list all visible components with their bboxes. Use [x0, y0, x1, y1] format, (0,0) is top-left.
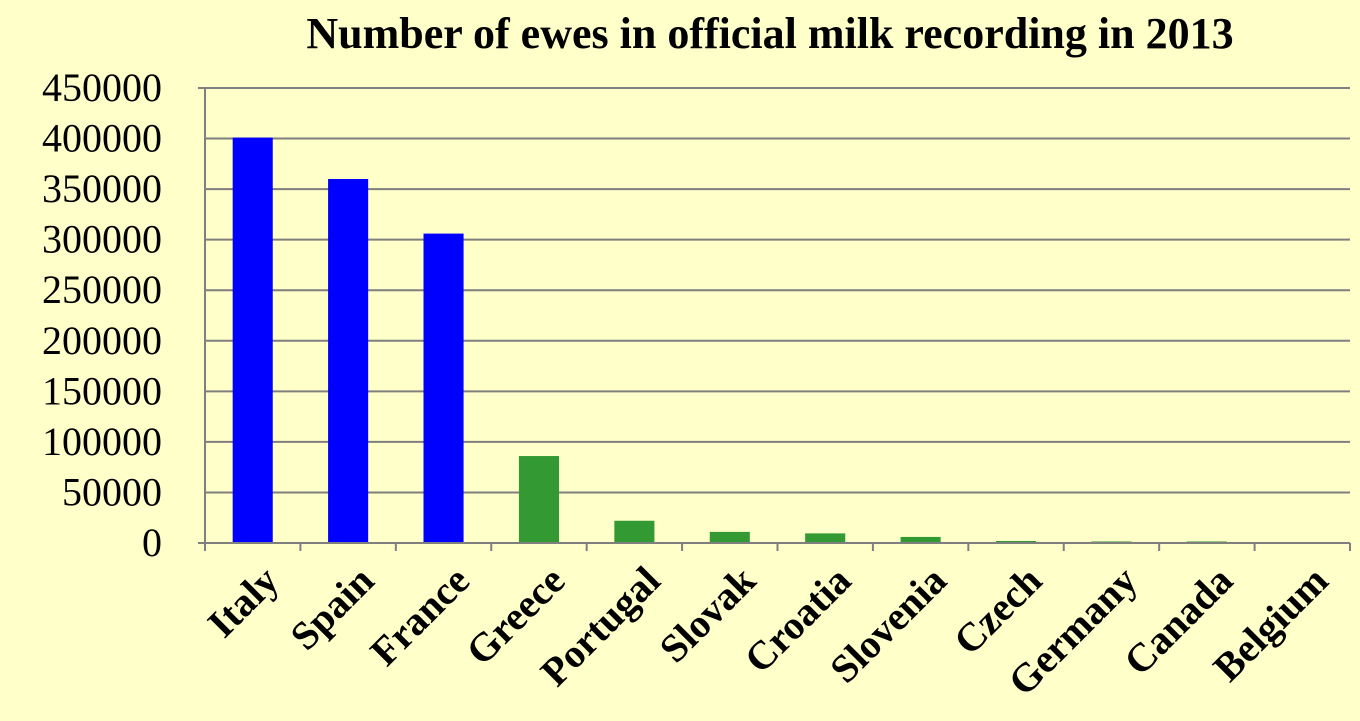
bar-croatia: [805, 533, 846, 543]
x-tick-label-france: France: [361, 558, 478, 675]
x-tick-label-italy: Italy: [199, 558, 287, 646]
y-tick-label: 0: [142, 520, 162, 565]
bar-italy: [232, 137, 273, 544]
y-tick-label: 350000: [42, 166, 162, 211]
y-tick-label: 200000: [42, 318, 162, 363]
bar-slovenia: [900, 536, 941, 543]
x-tick-labels: ItalySpainFranceGreecePortugalSlovakCroa…: [199, 557, 1337, 704]
y-tick-label: 100000: [42, 419, 162, 464]
y-tick-labels: 0 50000 100000 150000 200000 250000 300000 3500…: [42, 65, 162, 565]
y-tick-label: 400000: [42, 116, 162, 161]
bar-greece: [518, 456, 559, 543]
bar-spain: [328, 179, 369, 543]
gridlines: [205, 87, 1350, 494]
y-tick-label: 50000: [62, 469, 162, 514]
bars: [232, 137, 1227, 544]
bar-slovak: [709, 531, 750, 543]
y-tick-label: 450000: [42, 65, 162, 110]
y-tick-label: 150000: [42, 368, 162, 413]
y-tick-label: 250000: [42, 267, 162, 312]
chart-title: Number of ewes in official milk recordin…: [306, 9, 1234, 58]
axes: [198, 87, 1351, 551]
y-tick-label: 300000: [42, 217, 162, 262]
bar-czech: [996, 540, 1037, 543]
bar-portugal: [614, 520, 655, 543]
bar-france: [423, 233, 464, 543]
